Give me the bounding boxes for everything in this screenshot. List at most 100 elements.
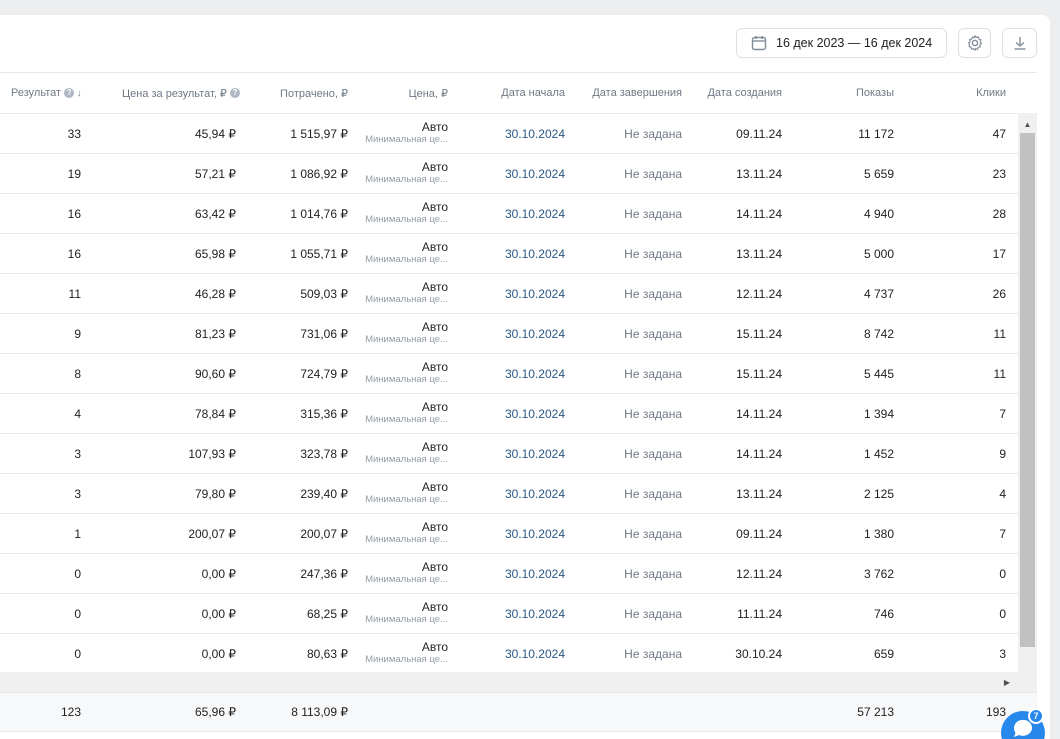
cell-result: 9 (74, 326, 81, 341)
scroll-up-icon[interactable]: ▲ (1023, 119, 1032, 129)
cell-start-date-link[interactable]: 30.10.2024 (504, 366, 565, 381)
table-row[interactable]: 11 46,28 ₽ 509,03 ₽ Авто Минимальная це... 30… (0, 274, 1037, 314)
cell-created: 15.11.24 (736, 366, 782, 381)
cell-start-date-link[interactable]: 30.10.2024 (504, 326, 565, 341)
cell-price: Авто Минимальная це... (365, 560, 448, 585)
col-spent[interactable]: Потрачено, ₽ (280, 87, 348, 100)
table-row[interactable]: 16 63,42 ₽ 1 014,76 ₽ Авто Минимальная це...… (0, 194, 1037, 234)
cell-result: 16 (67, 206, 81, 221)
col-end-date[interactable]: Дата завершения (592, 87, 682, 99)
cell-cost-per-result: 90,60 ₽ (195, 366, 236, 381)
cell-impressions: 1 380 (863, 526, 894, 541)
cell-start-date-link[interactable]: 30.10.2024 (504, 126, 565, 141)
table-row[interactable]: 0 0,00 ₽ 68,25 ₽ Авто Минимальная це... 30.10… (0, 594, 1037, 634)
cell-cost-per-result: 107,93 ₽ (188, 446, 236, 461)
help-icon[interactable]: ? (229, 88, 240, 98)
cell-start-date-link[interactable]: 30.10.2024 (504, 286, 565, 301)
download-button[interactable] (1002, 28, 1037, 58)
cell-spent: 323,78 ₽ (300, 446, 348, 461)
cell-cost-per-result: 79,80 ₽ (195, 486, 236, 501)
price-subtitle: Минимальная це... (365, 414, 448, 425)
horizontal-scrollbar[interactable]: ▶ (0, 672, 1037, 692)
scroll-right-icon[interactable]: ▶ (1003, 677, 1011, 687)
table-row[interactable]: 8 90,60 ₽ 724,79 ₽ Авто Минимальная це... 30.… (0, 354, 1037, 394)
col-created[interactable]: Дата создания (707, 87, 782, 99)
cell-spent: 1 055,71 ₽ (290, 246, 348, 261)
cell-clicks: 23 (992, 166, 1006, 181)
cell-result: 33 (67, 126, 81, 141)
scrollbar-thumb[interactable] (1020, 133, 1035, 647)
cell-price: Авто Минимальная це... (365, 640, 448, 665)
col-impressions[interactable]: Показы (855, 87, 894, 99)
cell-result: 0 (74, 646, 81, 661)
cell-start-date-link[interactable]: 30.10.2024 (504, 606, 565, 621)
cell-created: 30.10.24 (735, 646, 782, 661)
date-range-picker[interactable]: 16 дек 2023 — 16 дек 2024 (736, 28, 947, 58)
table-row[interactable]: 3 79,80 ₽ 239,40 ₽ Авто Минимальная це... 30.… (0, 474, 1037, 514)
col-start-date[interactable]: Дата начала (501, 87, 565, 99)
cell-end-date: Не задана (624, 406, 682, 421)
cell-price: Авто Минимальная це... (365, 160, 448, 185)
total-cost-per-result: 65,96 ₽ (195, 705, 236, 719)
col-result[interactable]: Результат? ↓ (11, 87, 82, 99)
cell-start-date-link[interactable]: 30.10.2024 (504, 166, 565, 181)
cell-created: 14.11.24 (736, 406, 782, 421)
cell-start-date-link[interactable]: 30.10.2024 (504, 646, 565, 661)
table-row[interactable]: 33 45,94 ₽ 1 515,97 ₽ Авто Минимальная це...… (0, 114, 1037, 154)
cell-result: 3 (74, 446, 81, 461)
cell-start-date-link[interactable]: 30.10.2024 (504, 526, 565, 541)
cell-start-date-link[interactable]: 30.10.2024 (504, 406, 565, 421)
cell-start-date-link[interactable]: 30.10.2024 (504, 206, 565, 221)
cell-start-date-link[interactable]: 30.10.2024 (504, 246, 565, 261)
cell-result: 0 (74, 566, 81, 581)
cell-impressions: 5 445 (863, 366, 894, 381)
table-row[interactable]: 0 0,00 ₽ 247,36 ₽ Авто Минимальная це... 30.1… (0, 554, 1037, 594)
table-row[interactable]: 1 200,07 ₽ 200,07 ₽ Авто Минимальная це... 30… (0, 514, 1037, 554)
cell-result: 11 (68, 286, 81, 301)
calendar-icon (751, 36, 767, 51)
cell-result: 1 (74, 526, 81, 541)
cell-start-date-link[interactable]: 30.10.2024 (504, 446, 565, 461)
table-row[interactable]: 19 57,21 ₽ 1 086,92 ₽ Авто Минимальная це...… (0, 154, 1037, 194)
sort-down-icon[interactable]: ↓ (77, 88, 82, 98)
cell-start-date-link[interactable]: 30.10.2024 (504, 566, 565, 581)
price-subtitle: Минимальная це... (365, 334, 448, 345)
totals-row: 123 65,96 ₽ 8 113,09 ₽ 57 213 193 (0, 692, 1037, 732)
cell-price: Авто Минимальная це... (365, 240, 448, 265)
cell-end-date: Не задана (624, 486, 682, 501)
cell-clicks: 47 (992, 126, 1006, 141)
cell-spent: 724,79 ₽ (300, 366, 348, 381)
cell-cost-per-result: 45,94 ₽ (195, 126, 236, 141)
cell-created: 13.11.24 (736, 486, 782, 501)
table-row[interactable]: 0 0,00 ₽ 80,63 ₽ Авто Минимальная це... 30.10… (0, 634, 1037, 674)
cell-price: Авто Минимальная це... (365, 480, 448, 505)
help-icon[interactable]: ? (64, 88, 75, 98)
cell-clicks: 0 (999, 566, 1006, 581)
total-impressions: 57 213 (857, 705, 894, 719)
cell-cost-per-result: 200,07 ₽ (188, 526, 236, 541)
vertical-scrollbar[interactable]: ▲ ▼ (1018, 113, 1037, 686)
col-clicks[interactable]: Клики (976, 87, 1006, 99)
cell-price: Авто Минимальная це... (365, 120, 448, 145)
table-row[interactable]: 4 78,84 ₽ 315,36 ₽ Авто Минимальная це... 30.… (0, 394, 1037, 434)
cell-impressions: 5 659 (863, 166, 894, 181)
table-row[interactable]: 3 107,93 ₽ 323,78 ₽ Авто Минимальная це... 30… (0, 434, 1037, 474)
cell-impressions: 1 452 (863, 446, 894, 461)
price-subtitle: Минимальная це... (365, 214, 448, 225)
table-row[interactable]: 9 81,23 ₽ 731,06 ₽ Авто Минимальная це... 30.… (0, 314, 1037, 354)
table-row[interactable]: 16 65,98 ₽ 1 055,71 ₽ Авто Минимальная це...… (0, 234, 1037, 274)
cell-start-date-link[interactable]: 30.10.2024 (504, 486, 565, 501)
cell-created: 13.11.24 (736, 166, 782, 181)
settings-button[interactable] (958, 28, 991, 58)
col-cost-per-result[interactable]: Цена за результат, ₽? (122, 73, 240, 113)
gear-icon (967, 35, 982, 51)
cell-result: 19 (67, 166, 81, 181)
total-clicks: 193 (985, 705, 1006, 719)
col-price[interactable]: Цена, ₽ (408, 87, 448, 100)
price-subtitle: Минимальная це... (365, 294, 448, 305)
cell-cost-per-result: 57,21 ₽ (195, 166, 236, 181)
cell-price: Авто Минимальная це... (365, 200, 448, 225)
cell-created: 12.11.24 (736, 566, 782, 581)
cell-cost-per-result: 0,00 ₽ (201, 566, 236, 581)
stats-table: Результат? ↓ Цена за результат, ₽? Потрач… (0, 72, 1037, 674)
